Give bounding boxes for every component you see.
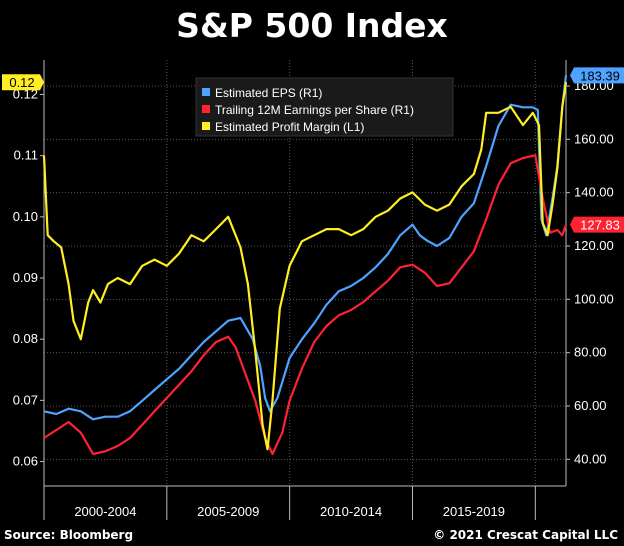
right-axis-tick-label: 80.00 bbox=[574, 345, 607, 360]
series-line-margin bbox=[42, 82, 568, 451]
left-axis-tick-label: 0.06 bbox=[13, 454, 38, 469]
last-value-label-eps: 183.39 bbox=[580, 68, 620, 83]
left-axis-tick-label: 0.09 bbox=[13, 270, 38, 285]
x-axis-tick-label: 2010-2014 bbox=[320, 504, 382, 519]
left-axis-tick-label: 0.11 bbox=[14, 148, 38, 163]
last-value-badge-margin bbox=[2, 74, 44, 91]
right-axis-tick-label: 160.00 bbox=[574, 131, 614, 146]
left-axis-tick-label: 0.07 bbox=[13, 392, 38, 407]
legend-swatch-margin bbox=[202, 122, 210, 130]
series-line-trailing bbox=[43, 154, 568, 456]
series-layer bbox=[42, 75, 568, 456]
axes: 0.060.070.080.090.100.110.1240.0060.0080… bbox=[13, 60, 614, 520]
right-axis-tick-label: 60.00 bbox=[574, 398, 607, 413]
chart-title: S&P 500 Index bbox=[176, 6, 448, 45]
legend-swatch-trailing bbox=[202, 105, 210, 113]
value-badges: 183.39 127.83 0.12 bbox=[2, 67, 624, 233]
right-axis-tick-label: 100.00 bbox=[574, 291, 614, 306]
left-axis-tick-label: 0.10 bbox=[13, 209, 38, 224]
source-note: Source: Bloomberg bbox=[4, 528, 134, 542]
last-value-badge-eps bbox=[570, 67, 624, 84]
legend: Estimated EPS (R1) Trailing 12M Earnings … bbox=[195, 77, 454, 137]
right-axis-tick-label: 40.00 bbox=[574, 451, 607, 466]
legend-label-margin: Estimated Profit Margin (L1) bbox=[215, 120, 364, 134]
last-value-label-trailing: 127.83 bbox=[580, 218, 620, 233]
series-line-eps bbox=[43, 75, 568, 421]
legend-label-trailing: Trailing 12M Earnings per Share (R1) bbox=[215, 103, 414, 117]
left-axis-tick-label: 0.08 bbox=[13, 331, 38, 346]
x-axis-tick-label: 2000-2004 bbox=[74, 504, 136, 519]
copyright-note: © 2021 Crescat Capital LLC bbox=[433, 528, 618, 542]
legend-label-eps: Estimated EPS (R1) bbox=[215, 86, 322, 100]
last-value-badge-trailing bbox=[570, 216, 624, 233]
x-axis-tick-label: 2015-2019 bbox=[443, 504, 505, 519]
legend-swatch-eps bbox=[202, 88, 210, 96]
right-axis-tick-label: 120.00 bbox=[574, 238, 614, 253]
right-axis-tick-label: 140.00 bbox=[574, 185, 614, 200]
last-value-label-margin: 0.12 bbox=[9, 75, 34, 90]
legend-box bbox=[195, 77, 454, 137]
x-axis-tick-label: 2005-2009 bbox=[197, 504, 259, 519]
